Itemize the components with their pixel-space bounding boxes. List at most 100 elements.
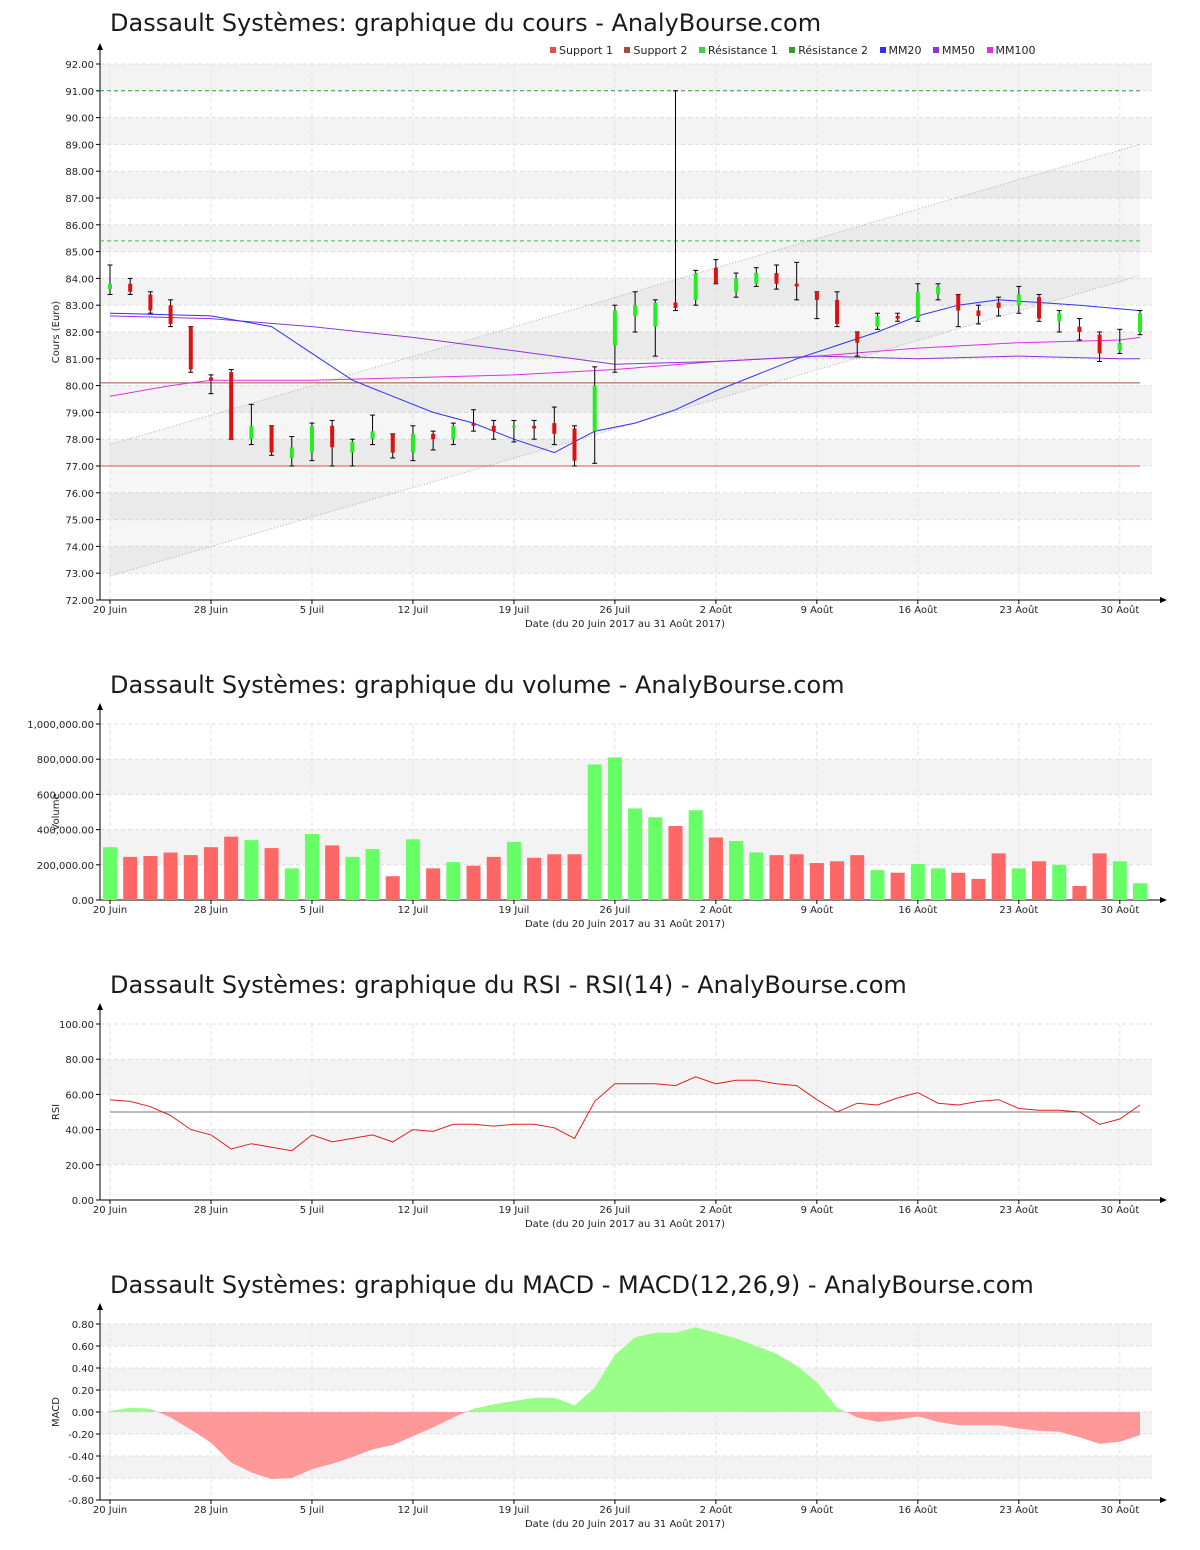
x-tick-label: 30 Août [1100, 1504, 1139, 1516]
x-tick-label: 20 Juin [93, 1505, 127, 1516]
candle-body [774, 273, 779, 284]
candle-body [713, 267, 718, 284]
y-tick-label: -0.80 [68, 1496, 94, 1507]
y-tick-label: 88.00 [65, 167, 94, 178]
volume-bar [446, 862, 461, 900]
legend-label: MM50 [942, 44, 975, 57]
candle-body [754, 273, 759, 284]
y-tick-label: 0.80 [72, 1320, 94, 1331]
volume-bar [547, 854, 562, 900]
y-tick-label: 0.60 [72, 1342, 94, 1353]
volume-bar [1092, 853, 1107, 900]
candle-body [1037, 297, 1042, 319]
volume-bar [365, 848, 380, 900]
candle-body [390, 433, 395, 453]
grid-band [100, 117, 1152, 145]
y-tick-label: 78.00 [65, 435, 94, 446]
y-tick-label: 60.00 [65, 1090, 94, 1101]
channel-top-line [109, 143, 1141, 446]
x-tick-label: 12 Juil [398, 1205, 429, 1216]
x-tick-label: 5 Juil [300, 1505, 324, 1516]
legend-item-support1: Support 1 [550, 44, 613, 57]
x-tick-label: 26 Juil [600, 905, 631, 916]
candle-body [148, 294, 153, 311]
volume-bar [244, 840, 259, 900]
x-axis-arrow [1160, 1197, 1167, 1203]
y-tick-label: 87.00 [65, 194, 94, 205]
x-tick-label: 2 Août [700, 604, 733, 616]
legend-item-mm50: MM50 [933, 44, 975, 57]
x-tick-label: 16 Août [898, 904, 937, 916]
y-axis-arrow [97, 1003, 103, 1010]
x-tick-label: 12 Juil [398, 905, 429, 916]
legend-label: Support 2 [633, 44, 688, 57]
volume-bar [304, 834, 319, 900]
y-tick-label: -0.40 [68, 1452, 94, 1463]
candle-body [309, 425, 314, 453]
legend-label: Résistance 1 [707, 44, 778, 57]
y-tick-label: 82.00 [65, 328, 94, 339]
y-tick-label: 40.00 [65, 1126, 94, 1137]
candle-body [168, 305, 173, 324]
x-tick-label: 9 Août [801, 904, 834, 916]
candle-body [1016, 294, 1021, 306]
candle-body [1057, 313, 1062, 322]
y-tick-label: 72.00 [65, 596, 94, 607]
candle-body [108, 283, 112, 290]
legend-item-resistance2: Résistance 2 [789, 44, 868, 57]
candle-body [1077, 326, 1082, 332]
y-tick-label: 90.00 [65, 114, 94, 125]
x-axis-arrow [1160, 597, 1167, 603]
x-tick-label: 30 Août [1100, 1204, 1139, 1216]
y-axis-arrow [97, 703, 103, 710]
x-tick-label: 26 Juil [600, 1205, 631, 1216]
x-tick-label: 28 Juin [194, 1505, 228, 1516]
y-tick-label: 100.00 [59, 1020, 94, 1031]
volume-bar [971, 878, 986, 900]
rsi-panel: Dassault Systèmes: graphique du RSI - RS… [0, 960, 1200, 1240]
candle-body [1138, 313, 1142, 332]
volume-bar [931, 868, 946, 900]
candle-body [693, 273, 698, 300]
macd-panel: Dassault Systèmes: graphique du MACD - M… [0, 1260, 1200, 1550]
volume-bar [850, 855, 865, 900]
x-tick-label: 19 Juil [499, 1205, 530, 1216]
channel-bottom-line [109, 275, 1141, 577]
candle-body [370, 431, 375, 440]
x-axis-label: Date (du 20 Juin 2017 au 31 Août 2017) [525, 1218, 725, 1230]
y-tick-label: 80.00 [65, 382, 94, 393]
x-tick-label: 12 Juil [398, 1505, 429, 1516]
candle-body [976, 310, 981, 316]
y-tick-label: 76.00 [65, 489, 94, 500]
x-tick-label: 16 Août [898, 1504, 937, 1516]
x-tick-label: 19 Juil [499, 905, 530, 916]
y-axis-arrow [97, 1303, 103, 1310]
candle-body [895, 315, 900, 319]
macd-positive-area [110, 1407, 158, 1412]
x-tick-label: 9 Août [801, 1504, 834, 1516]
rsi-chart: 0.00 20.00 40.00 60.00 80.00 100.00 20 Juin 28 … [51, 1003, 1167, 1230]
y-tick-label: 79.00 [65, 408, 94, 419]
volume-bar [203, 847, 218, 900]
y-tick-label: 1,000,000.00 [27, 720, 94, 731]
y-tick-label: 84.00 [65, 274, 94, 285]
y-tick-label: 74.00 [65, 542, 94, 553]
y-tick-label: 85.00 [65, 248, 94, 259]
volume-bar [567, 854, 582, 900]
volume-bar [951, 872, 966, 900]
x-tick-label: 9 Août [801, 1204, 834, 1216]
candle-body [289, 447, 294, 458]
legend-label: MM20 [888, 44, 922, 57]
x-axis-label: Date (du 20 Juin 2017 au 31 Août 2017) [525, 1518, 725, 1530]
y-tick-label: 89.00 [65, 140, 94, 151]
volume-bar [506, 841, 521, 900]
x-tick-label: 19 Juil [499, 605, 530, 616]
candle-body [532, 425, 537, 429]
candle-body [229, 372, 234, 440]
x-axis-arrow [1160, 897, 1167, 903]
legend-label: MM100 [995, 44, 1036, 57]
candle-body [269, 425, 274, 453]
volume-bar [264, 848, 279, 900]
x-tick-label: 2 Août [700, 1504, 733, 1516]
x-tick-label: 23 Août [999, 604, 1038, 616]
